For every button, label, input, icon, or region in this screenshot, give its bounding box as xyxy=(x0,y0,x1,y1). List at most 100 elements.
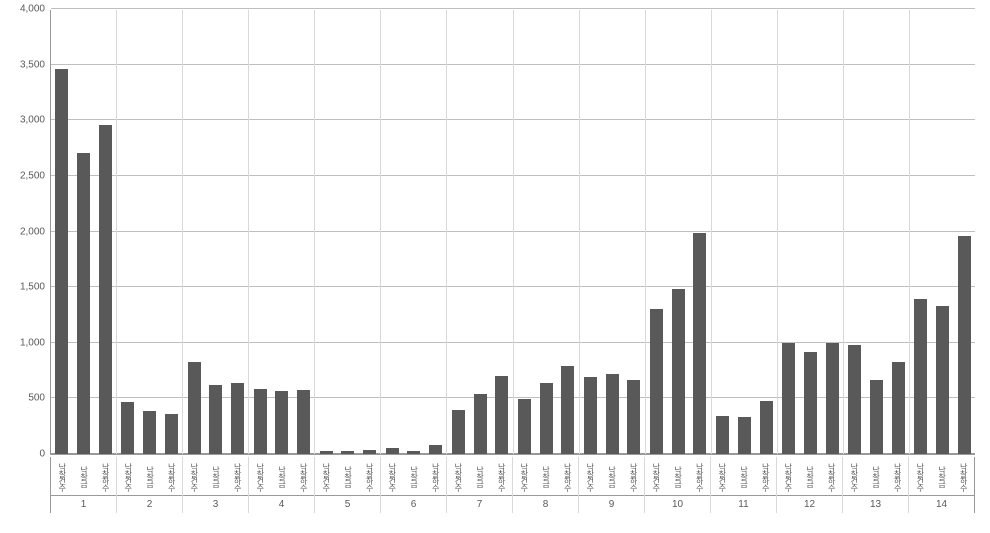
y-tick-label: 3,000 xyxy=(20,115,51,126)
x-sub-label: 낙찰하수 xyxy=(226,457,248,495)
x-sub-label: 낙찰하수 xyxy=(94,457,116,495)
bar xyxy=(738,417,751,454)
x-group-label: 1 xyxy=(51,496,116,513)
bar-group xyxy=(183,10,249,454)
bar-slot xyxy=(844,10,866,454)
bar xyxy=(561,366,574,454)
bar-group xyxy=(447,10,513,454)
x-sub-label: 낙찰하수 xyxy=(358,457,380,495)
x-sub-label: 낙찰금 xyxy=(865,457,887,495)
bar-group xyxy=(580,10,646,454)
x-sub-label: 낙찰하수 xyxy=(688,457,710,495)
bar xyxy=(495,376,508,454)
bar-slot xyxy=(953,10,975,454)
bar-slot xyxy=(910,10,932,454)
bar-slot xyxy=(205,10,227,454)
plot-area: 05001,0001,5002,0002,5003,0003,5004,000 xyxy=(50,10,975,455)
x-group-label: 5 xyxy=(315,496,380,513)
bar-group xyxy=(315,10,381,454)
x-sub-label: 낙찰하수 xyxy=(820,457,842,495)
bar xyxy=(341,451,354,454)
x-sub-label: 낙찰건수 xyxy=(117,457,139,495)
bar-group xyxy=(712,10,778,454)
bar-slot xyxy=(601,10,623,454)
bar-slot xyxy=(535,10,557,454)
bar-slot xyxy=(932,10,954,454)
y-tick-label: 3,500 xyxy=(20,59,51,70)
x-sub-labels: 낙찰건수낙찰금낙찰하수 xyxy=(711,457,776,496)
bar xyxy=(958,236,971,454)
bar-group xyxy=(51,10,117,454)
x-sub-label: 낙찰금 xyxy=(535,457,557,495)
x-sub-labels: 낙찰건수낙찰금낙찰하수 xyxy=(777,457,842,496)
x-sub-labels: 낙찰건수낙찰금낙찰하수 xyxy=(447,457,512,496)
x-sub-labels: 낙찰건수낙찰금낙찰하수 xyxy=(909,457,974,496)
bar-slot xyxy=(403,10,425,454)
bar xyxy=(518,399,531,455)
x-sub-label: 낙찰금 xyxy=(271,457,293,495)
x-group-label: 11 xyxy=(711,496,776,513)
x-sub-label: 낙찰금 xyxy=(931,457,953,495)
x-group-label: 2 xyxy=(117,496,182,513)
bar-slot xyxy=(160,10,182,454)
x-sub-label: 낙찰건수 xyxy=(315,457,337,495)
x-sub-label: 낙찰하수 xyxy=(952,457,974,495)
bar-slot xyxy=(293,10,315,454)
x-sub-labels: 낙찰건수낙찰금낙찰하수 xyxy=(183,457,248,496)
x-sub-label: 낙찰건수 xyxy=(183,457,205,495)
y-tick-label: 1,000 xyxy=(20,337,51,348)
bar-slot xyxy=(580,10,602,454)
x-group: 낙찰건수낙찰금낙찰하수1 xyxy=(50,457,117,513)
bar xyxy=(627,380,640,454)
x-group: 낙찰건수낙찰금낙찰하수6 xyxy=(381,457,447,513)
bar-group xyxy=(910,10,975,454)
y-tick-label: 1,500 xyxy=(20,282,51,293)
bar-slot xyxy=(73,10,95,454)
bar xyxy=(584,377,597,454)
y-tick-label: 2,000 xyxy=(20,226,51,237)
bar xyxy=(320,451,333,454)
bar xyxy=(672,289,685,454)
x-sub-labels: 낙찰건수낙찰금낙찰하수 xyxy=(579,457,644,496)
bar-slot xyxy=(381,10,403,454)
x-sub-label: 낙찰하수 xyxy=(490,457,512,495)
x-axis: 낙찰건수낙찰금낙찰하수1낙찰건수낙찰금낙찰하수2낙찰건수낙찰금낙찰하수3낙찰건수… xyxy=(50,457,975,513)
bar-group xyxy=(778,10,844,454)
x-sub-label: 낙찰건수 xyxy=(711,457,733,495)
bar-slot xyxy=(337,10,359,454)
bar xyxy=(936,306,949,454)
x-sub-labels: 낙찰건수낙찰금낙찰하수 xyxy=(513,457,578,496)
bar-slot xyxy=(139,10,161,454)
bar xyxy=(782,343,795,454)
bar-slot xyxy=(646,10,668,454)
bar-slot xyxy=(315,10,337,454)
bar xyxy=(363,450,376,454)
bar-slot xyxy=(778,10,800,454)
bar xyxy=(870,380,883,454)
bar-slot xyxy=(227,10,249,454)
x-group-label: 9 xyxy=(579,496,644,513)
bar xyxy=(848,345,861,454)
x-group: 낙찰건수낙찰금낙찰하수5 xyxy=(315,457,381,513)
x-sub-labels: 낙찰건수낙찰금낙찰하수 xyxy=(117,457,182,496)
x-sub-label: 낙찰하수 xyxy=(424,457,446,495)
bar-group xyxy=(646,10,712,454)
x-sub-label: 낙찰건수 xyxy=(645,457,667,495)
bar-slot xyxy=(51,10,73,454)
bar xyxy=(386,448,399,454)
bar-slot xyxy=(469,10,491,454)
x-sub-label: 낙찰금 xyxy=(403,457,425,495)
bar-slot xyxy=(866,10,888,454)
x-sub-label: 낙찰하수 xyxy=(292,457,314,495)
x-sub-label: 낙찰건수 xyxy=(249,457,271,495)
x-sub-label: 낙찰하수 xyxy=(556,457,578,495)
bar-slot xyxy=(425,10,447,454)
x-group-label: 3 xyxy=(183,496,248,513)
x-group: 낙찰건수낙찰금낙찰하수11 xyxy=(711,457,777,513)
x-group-label: 14 xyxy=(909,496,974,513)
chart-container: 05001,0001,5002,0002,5003,0003,5004,000 … xyxy=(0,0,990,533)
bars-row xyxy=(51,10,975,454)
bar-slot xyxy=(447,10,469,454)
x-group-label: 4 xyxy=(249,496,314,513)
x-group: 낙찰건수낙찰금낙찰하수2 xyxy=(117,457,183,513)
